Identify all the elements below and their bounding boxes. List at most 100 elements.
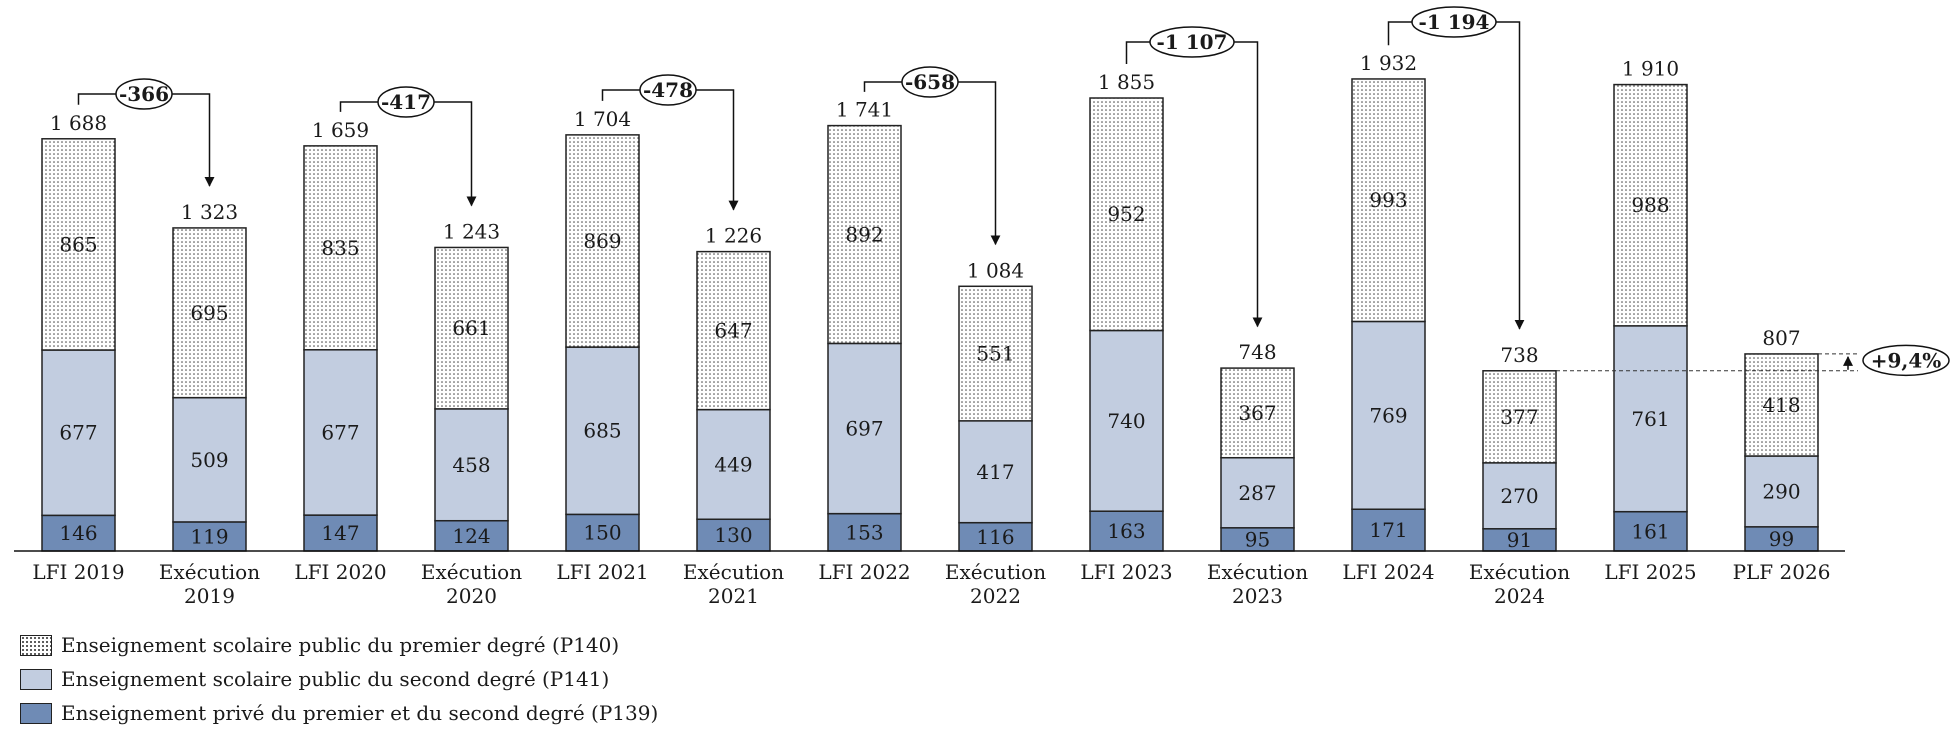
value-label-p139-3: 124	[452, 524, 490, 548]
difference-badge-5	[1411, 6, 1497, 38]
total-label-8: 1 855	[1098, 70, 1155, 94]
total-label-4: 1 704	[574, 107, 631, 131]
bar-segment-p140-5	[696, 250, 771, 411]
legend-swatch-p140	[20, 634, 52, 656]
difference-badge-3	[901, 66, 959, 98]
legend-label-p139: Enseignement privé du premier et du seco…	[61, 701, 659, 725]
category-label-9-line-1: 2023	[1232, 584, 1283, 608]
value-label-p140-4: 869	[583, 229, 621, 253]
value-label-p140-12: 988	[1631, 193, 1669, 217]
category-label-3-line-1: 2020	[446, 584, 497, 608]
value-label-p140-9: 367	[1238, 401, 1276, 425]
category-label-0: LFI 2019	[32, 560, 124, 584]
value-label-p141-10: 769	[1369, 403, 1407, 427]
total-label-5: 1 226	[705, 224, 762, 248]
value-label-p141-2: 677	[321, 420, 359, 444]
value-label-p141-11: 270	[1500, 484, 1538, 508]
category-label-1-line-1: 2019	[184, 584, 235, 608]
value-label-p141-9: 287	[1238, 481, 1276, 505]
value-label-p140-13: 418	[1762, 393, 1800, 417]
value-label-p139-1: 119	[190, 524, 228, 548]
bar-segment-p141-9	[1220, 456, 1295, 529]
value-label-p140-11: 377	[1500, 405, 1538, 429]
category-label-10: LFI 2024	[1342, 560, 1434, 584]
total-label-7: 1 084	[967, 258, 1024, 282]
total-label-1: 1 323	[181, 200, 238, 224]
bars-layer: 146 677 865 1 688 119 509 695 1 323 147 677 835 1 6…	[41, 51, 1819, 552]
bar-segment-p141-12	[1613, 325, 1688, 513]
growth-badge	[1862, 344, 1950, 377]
value-label-p141-0: 677	[59, 421, 97, 445]
bar-segment-p140-13	[1744, 353, 1819, 457]
value-label-p139-11: 91	[1507, 528, 1532, 552]
category-label-6: LFI 2022	[818, 560, 910, 584]
bar-segment-p139-2	[303, 514, 378, 552]
total-label-13: 807	[1762, 326, 1800, 350]
bar-segment-p140-1	[172, 227, 247, 399]
total-label-0: 1 688	[50, 111, 107, 135]
value-label-p141-8: 740	[1107, 409, 1145, 433]
value-label-p140-6: 892	[845, 223, 883, 247]
bar-segment-p141-10	[1351, 320, 1426, 510]
value-label-p139-5: 130	[714, 523, 752, 547]
value-label-p139-9: 95	[1245, 527, 1270, 551]
annotations-layer: -366 -417 -478 -658 -1 107 -1 194 +9,4%	[77, 6, 1950, 377]
difference-label-5: -1 194	[1419, 10, 1490, 34]
bar-segment-p140-8	[1089, 97, 1164, 332]
legend-label-p141: Enseignement scolaire public du second d…	[61, 667, 610, 691]
bar-segment-p141-6	[827, 342, 902, 515]
bar-segment-p141-3	[434, 408, 509, 522]
difference-label-3: -658	[905, 70, 955, 94]
value-label-p139-8: 163	[1107, 519, 1145, 543]
total-label-10: 1 932	[1360, 51, 1417, 75]
value-label-p140-5: 647	[714, 319, 752, 343]
category-label-5-line-0: Exécution	[683, 560, 784, 584]
value-label-p139-13: 99	[1769, 527, 1794, 551]
value-label-p140-0: 865	[59, 232, 97, 256]
legend-swatch-p141	[20, 668, 52, 690]
bar-segment-p141-5	[696, 408, 771, 521]
total-label-9: 748	[1238, 340, 1276, 364]
category-label-9-line-0: Exécution	[1207, 560, 1308, 584]
growth-label: +9,4%	[1871, 348, 1942, 372]
total-label-2: 1 659	[312, 118, 369, 142]
bar-segment-p140-11	[1482, 370, 1557, 464]
bar-segment-p139-5	[696, 518, 771, 552]
difference-badge-2	[639, 74, 697, 106]
bar-segment-p140-4	[565, 134, 640, 348]
category-label-12: LFI 2025	[1604, 560, 1696, 584]
bar-segment-p140-7	[958, 285, 1033, 422]
value-label-p139-0: 146	[59, 521, 97, 545]
category-label-13: PLF 2026	[1733, 560, 1831, 584]
value-label-p140-10: 993	[1369, 188, 1407, 212]
bar-segment-p139-0	[41, 514, 116, 552]
value-label-p140-1: 695	[190, 301, 228, 325]
bar-segment-p141-13	[1744, 455, 1819, 528]
difference-badge-4	[1149, 26, 1235, 58]
bar-segment-p140-9	[1220, 367, 1295, 459]
category-label-2: LFI 2020	[294, 560, 386, 584]
value-label-p141-13: 290	[1762, 479, 1800, 503]
value-label-p140-8: 952	[1107, 202, 1145, 226]
legend-label-p140: Enseignement scolaire public du premier …	[61, 633, 620, 657]
category-label-8: LFI 2023	[1080, 560, 1172, 584]
bar-segment-p140-10	[1351, 78, 1426, 323]
total-label-11: 738	[1500, 343, 1538, 367]
bar-segment-p141-7	[958, 420, 1033, 524]
legend-item-p141: Enseignement scolaire public du second d…	[20, 662, 658, 696]
difference-badge-1	[377, 86, 435, 118]
bar-segment-p140-2	[303, 145, 378, 351]
value-label-p139-4: 150	[583, 521, 621, 545]
category-label-1-line-0: Exécution	[159, 560, 260, 584]
legend: Enseignement scolaire public du premier …	[20, 628, 658, 730]
category-label-5-line-1: 2021	[708, 584, 759, 608]
category-label-4: LFI 2021	[556, 560, 648, 584]
value-label-p141-4: 685	[583, 419, 621, 443]
value-label-p140-3: 661	[452, 316, 490, 340]
value-label-p139-10: 171	[1369, 518, 1407, 542]
bar-segment-p141-8	[1089, 329, 1164, 512]
category-label-11-line-1: 2024	[1494, 584, 1545, 608]
value-label-p139-7: 116	[976, 525, 1014, 549]
